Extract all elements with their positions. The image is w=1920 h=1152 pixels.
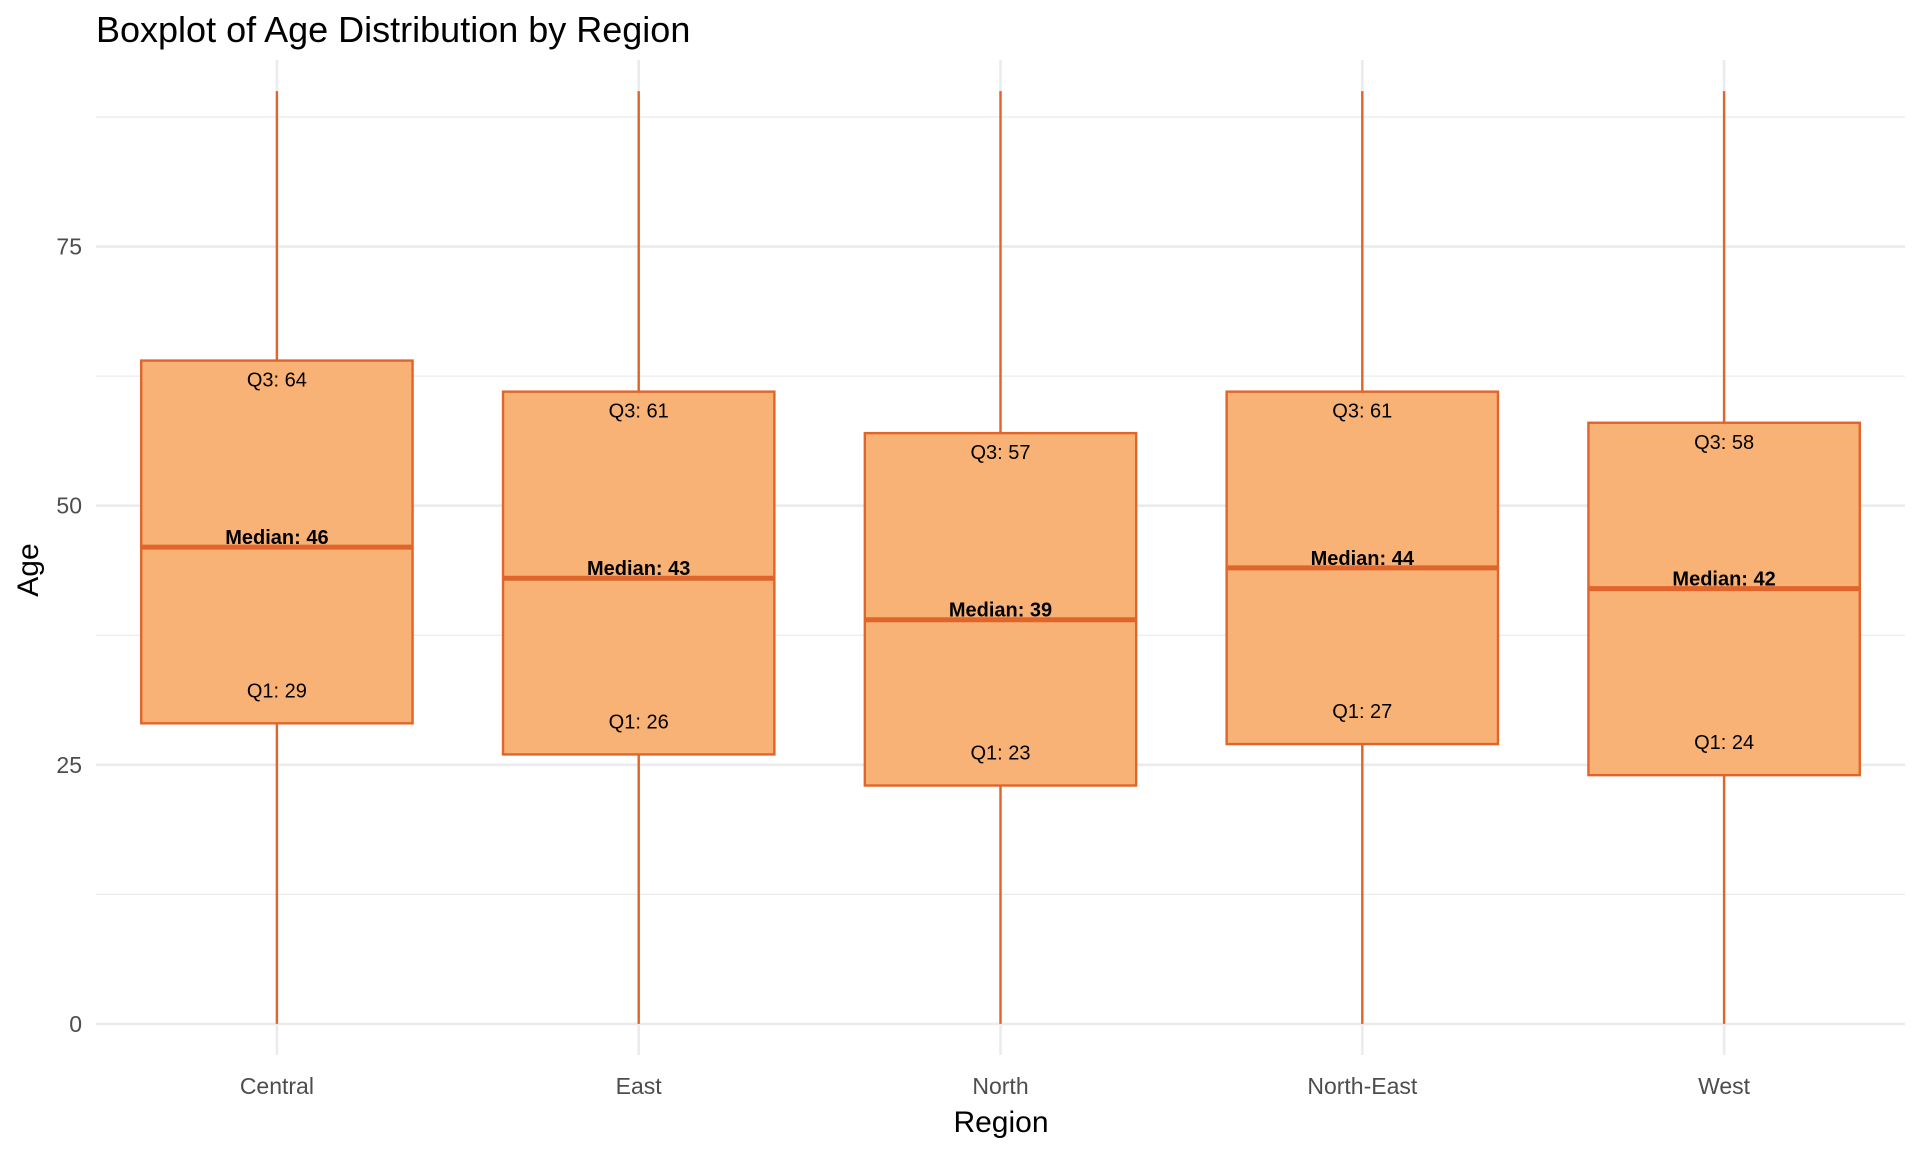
y-tick-label: 25 [56,752,82,778]
box-layer [140,91,1861,1024]
median-data-label: Median: 46 [225,527,328,549]
x-tick-label: Central [240,1073,314,1099]
median-data-label: Median: 39 [949,600,1052,622]
q3-data-label: Q3: 57 [970,442,1030,464]
iqr-box [501,390,776,756]
y-tick-label: 0 [69,1011,82,1037]
median-data-label: Median: 42 [1672,569,1775,591]
y-tick-label: 50 [56,493,82,519]
y-tick-label: 75 [56,234,82,260]
iqr-box [140,359,414,725]
iqr-box [1587,421,1861,777]
axis-layer: 0 25 50 75 Central East North North-East West [56,234,1750,1099]
q3-data-label: Q3: 61 [1332,401,1392,423]
q3-data-label: Q3: 61 [609,401,669,423]
q1-data-label: Q1: 27 [1332,701,1392,723]
label-layer: Q3: 64 Median: 46 Q1: 29 Q3: 61 Median: 43 Q1… [225,370,1776,765]
q3-data-label: Q3: 64 [247,370,307,392]
x-tick-label: North [972,1073,1028,1099]
x-tick-label: East [616,1073,663,1099]
q1-data-label: Q1: 24 [1694,732,1754,754]
x-tick-label: West [1698,1073,1751,1099]
x-tick-label: North-East [1307,1073,1418,1099]
chart-title: Boxplot of Age Distribution by Region [96,9,690,50]
q1-data-label: Q1: 23 [970,743,1030,765]
median-data-label: Median: 44 [1311,548,1415,570]
x-axis-title: Region [953,1106,1048,1139]
median-data-label: Median: 43 [587,558,690,580]
iqr-box [863,431,1138,787]
y-axis-title: Age [12,543,45,596]
q3-data-label: Q3: 58 [1694,432,1754,454]
q1-data-label: Q1: 29 [247,680,307,702]
q1-data-label: Q1: 26 [609,711,669,733]
